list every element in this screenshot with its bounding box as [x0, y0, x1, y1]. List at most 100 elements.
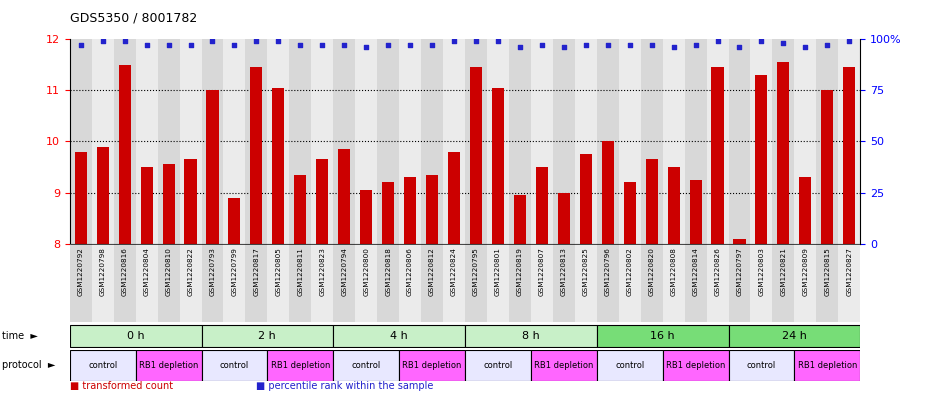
- Text: 8 h: 8 h: [522, 331, 539, 341]
- Bar: [333, 325, 465, 347]
- Text: GSM1220798: GSM1220798: [100, 248, 106, 296]
- Bar: [163, 164, 175, 244]
- Bar: [229, 198, 241, 244]
- Text: 24 h: 24 h: [782, 331, 807, 341]
- Bar: [755, 75, 767, 244]
- Text: GSM1220796: GSM1220796: [604, 248, 611, 296]
- Bar: [728, 351, 794, 380]
- Point: [512, 44, 527, 51]
- Point: [293, 42, 308, 49]
- Bar: [597, 325, 728, 347]
- Text: GSM1220804: GSM1220804: [143, 248, 150, 296]
- Text: control: control: [219, 361, 249, 370]
- Bar: [711, 67, 724, 244]
- Bar: [777, 62, 790, 244]
- Bar: [602, 141, 614, 244]
- Bar: [492, 88, 504, 244]
- Bar: [250, 67, 262, 244]
- Point: [117, 38, 132, 44]
- Text: GSM1220825: GSM1220825: [583, 248, 589, 296]
- Bar: [312, 39, 333, 244]
- Point: [337, 42, 352, 49]
- Text: time  ►: time ►: [2, 331, 38, 341]
- Text: GSM1220792: GSM1220792: [78, 248, 84, 296]
- Bar: [773, 244, 794, 322]
- Bar: [509, 244, 531, 322]
- Text: GSM1220812: GSM1220812: [429, 248, 435, 296]
- Bar: [202, 325, 333, 347]
- Text: GSM1220810: GSM1220810: [166, 248, 171, 296]
- Point: [644, 42, 659, 49]
- Point: [205, 38, 219, 44]
- Bar: [267, 351, 333, 380]
- Bar: [443, 39, 465, 244]
- Bar: [579, 154, 591, 244]
- Bar: [448, 152, 460, 244]
- Bar: [333, 244, 355, 322]
- Bar: [817, 244, 838, 322]
- Bar: [272, 88, 285, 244]
- Text: ■ percentile rank within the sample: ■ percentile rank within the sample: [256, 381, 433, 391]
- Bar: [206, 90, 219, 244]
- Bar: [641, 244, 662, 322]
- Bar: [399, 244, 421, 322]
- Bar: [382, 182, 394, 244]
- Point: [754, 38, 769, 44]
- Point: [666, 44, 681, 51]
- Point: [380, 42, 395, 49]
- Text: GSM1220827: GSM1220827: [846, 248, 852, 296]
- Text: GSM1220799: GSM1220799: [232, 248, 237, 296]
- Bar: [575, 39, 597, 244]
- Bar: [184, 159, 196, 244]
- Bar: [844, 67, 856, 244]
- Point: [732, 44, 747, 51]
- Bar: [339, 149, 351, 244]
- Text: GSM1220795: GSM1220795: [473, 248, 479, 296]
- Bar: [751, 39, 773, 244]
- Point: [227, 42, 242, 49]
- Bar: [465, 39, 487, 244]
- Bar: [267, 244, 289, 322]
- Text: GSM1220793: GSM1220793: [209, 248, 216, 296]
- Bar: [443, 244, 465, 322]
- Bar: [487, 244, 509, 322]
- Bar: [645, 159, 658, 244]
- Bar: [202, 244, 223, 322]
- Text: GSM1220803: GSM1220803: [759, 248, 764, 296]
- Point: [73, 42, 88, 49]
- Bar: [838, 39, 860, 244]
- Bar: [136, 244, 157, 322]
- Text: GSM1220809: GSM1220809: [803, 248, 808, 296]
- Bar: [70, 244, 92, 322]
- Bar: [399, 39, 421, 244]
- Bar: [662, 351, 728, 380]
- Bar: [465, 244, 487, 322]
- Bar: [684, 39, 707, 244]
- Bar: [70, 325, 202, 347]
- Bar: [312, 244, 333, 322]
- Bar: [707, 244, 728, 322]
- Bar: [794, 244, 817, 322]
- Bar: [333, 39, 355, 244]
- Text: RB1 depletion: RB1 depletion: [666, 361, 725, 370]
- Point: [776, 40, 790, 46]
- Bar: [531, 39, 552, 244]
- Bar: [728, 244, 751, 322]
- Text: GSM1220819: GSM1220819: [517, 248, 523, 296]
- Bar: [316, 159, 328, 244]
- Bar: [794, 351, 860, 380]
- Bar: [558, 193, 570, 244]
- Bar: [575, 244, 597, 322]
- Point: [95, 38, 110, 44]
- Point: [315, 42, 330, 49]
- Text: GSM1220797: GSM1220797: [737, 248, 742, 296]
- Text: RB1 depletion: RB1 depletion: [139, 361, 198, 370]
- Text: GSM1220806: GSM1220806: [407, 248, 413, 296]
- Bar: [70, 39, 92, 244]
- Text: GSM1220823: GSM1220823: [319, 248, 325, 296]
- Bar: [487, 39, 509, 244]
- Bar: [136, 39, 157, 244]
- Bar: [399, 351, 465, 380]
- Bar: [421, 39, 443, 244]
- Bar: [707, 39, 728, 244]
